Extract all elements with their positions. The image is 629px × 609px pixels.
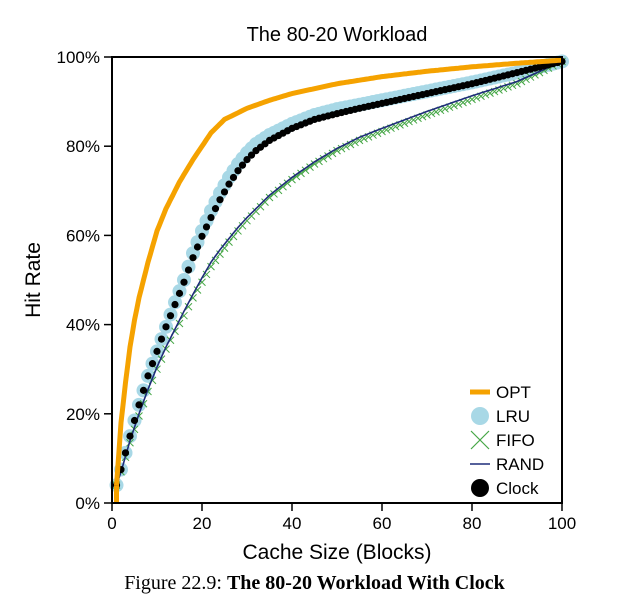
- clock-point: [202, 223, 211, 231]
- fifo-point: [310, 160, 319, 168]
- clock-point: [180, 278, 188, 286]
- legend-swatch: [471, 407, 489, 425]
- fifo-point: [333, 146, 341, 155]
- legend-swatch: [471, 479, 489, 497]
- clock-point: [144, 372, 152, 380]
- clock-point: [171, 300, 179, 309]
- clock-point: [148, 360, 157, 368]
- fifo-point: [229, 232, 238, 241]
- clock-point: [238, 161, 247, 169]
- fifo-point: [274, 186, 283, 195]
- clock-point: [207, 213, 215, 222]
- clock-point: [220, 188, 229, 196]
- legend-label: FIFO: [496, 431, 535, 450]
- clock-point: [135, 401, 143, 409]
- y-tick-label: 80%: [66, 137, 100, 156]
- clock-point: [216, 196, 224, 204]
- fifo-point: [315, 157, 323, 166]
- fifo-point: [337, 144, 346, 153]
- fifo-point: [324, 152, 332, 160]
- opt-line: [114, 57, 563, 486]
- fifo-point: [301, 166, 310, 175]
- y-tick-label: 0%: [75, 494, 100, 513]
- y-tick-label: 60%: [66, 226, 100, 245]
- clock-point: [121, 449, 130, 457]
- legend-item-clock: Clock: [471, 479, 539, 498]
- clock-point: [189, 254, 197, 262]
- fifo-point: [279, 182, 287, 191]
- plot-frame: [111, 56, 563, 504]
- x-tick-label: 40: [283, 514, 302, 533]
- clock-point: [153, 347, 161, 355]
- clock-point: [130, 416, 139, 425]
- legend-item-rand: RAND: [470, 455, 544, 474]
- x-axis-label: Cache Size (Blocks): [242, 541, 431, 564]
- fifo-point: [283, 179, 292, 188]
- fifo-point: [202, 270, 211, 279]
- fifo-point: [265, 193, 274, 202]
- legend-item-opt: OPT: [470, 383, 531, 402]
- fifo-point: [342, 142, 350, 151]
- clock-point: [126, 432, 134, 440]
- fifo-point: [198, 278, 206, 287]
- clock-point: [139, 386, 148, 394]
- caption-prefix: Figure 22.9:: [124, 572, 227, 594]
- clock-point: [229, 173, 238, 182]
- clock-point: [193, 243, 202, 251]
- series-layer: [109, 54, 569, 503]
- clock-point: [247, 151, 256, 159]
- y-axis-label: Hit Rate: [22, 242, 45, 318]
- fifo-point: [225, 238, 233, 246]
- fifo-point: [288, 175, 296, 184]
- legend-item-fifo: FIFO: [470, 430, 535, 450]
- fifo-point: [297, 169, 305, 178]
- rand-line: [115, 60, 563, 486]
- y-tick-label: 40%: [66, 316, 100, 335]
- clock-point: [243, 155, 251, 164]
- fifo-point: [306, 163, 314, 172]
- legend-item-lru: LRU: [471, 407, 530, 426]
- clock-point: [211, 205, 220, 213]
- fifo-point: [328, 149, 337, 158]
- clock-point: [175, 289, 184, 297]
- fifo-point: [184, 302, 193, 311]
- series-rand: [115, 60, 563, 486]
- x-tick-label: 0: [107, 514, 116, 533]
- x-tick-label: 60: [373, 514, 392, 533]
- fifo-point: [270, 190, 278, 198]
- figure-caption: Figure 22.9: The 80-20 Workload With Clo…: [0, 572, 629, 595]
- clock-point: [198, 232, 206, 240]
- x-tick-label: 80: [463, 514, 482, 533]
- caption-title: The 80-20 Workload With Clock: [226, 572, 505, 594]
- hit-rate-chart: The 80-20 Workload 0 20 40 60 80 100 0% 20% 40% 6…: [22, 24, 577, 564]
- fifo-point: [180, 311, 188, 320]
- legend-label: LRU: [496, 407, 530, 426]
- series-lru: [109, 54, 569, 493]
- chart-title: The 80-20 Workload: [247, 24, 428, 46]
- legend: OPT LRU FIFO RAND Clock: [470, 383, 544, 498]
- fifo-point: [319, 154, 328, 163]
- fifo-point: [292, 172, 301, 181]
- ticks-layer: 0 20 40 60 80 100 0% 20% 40% 60% 80% 100%: [57, 48, 577, 533]
- y-tick-label: 100%: [57, 48, 100, 67]
- clock-point: [225, 180, 233, 188]
- legend-label: RAND: [496, 455, 544, 474]
- clock-point: [166, 312, 175, 320]
- y-tick-label: 20%: [66, 405, 100, 424]
- clock-point: [184, 266, 193, 274]
- series-opt: [114, 57, 563, 503]
- legend-swatch: [470, 430, 490, 450]
- legend-label: Clock: [496, 479, 539, 498]
- x-tick-label: 20: [193, 514, 212, 533]
- clock-point: [234, 167, 242, 175]
- series-clock: [112, 57, 566, 489]
- fifo-point: [207, 262, 215, 271]
- clock-point: [162, 323, 170, 331]
- x-tick-label: 100: [548, 514, 576, 533]
- legend-label: OPT: [496, 383, 531, 402]
- fifo-point: [193, 286, 202, 294]
- clock-point: [157, 335, 166, 343]
